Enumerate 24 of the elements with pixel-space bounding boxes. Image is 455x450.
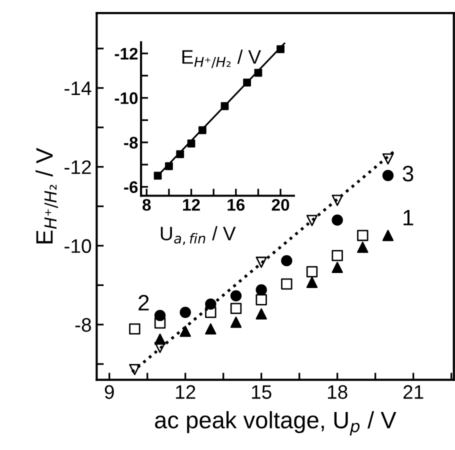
y-axis-title: E$_{H⁺/H₂}$ / V	[36, 148, 58, 244]
series-label: 1	[404, 210, 414, 226]
y-tick-label: -12	[64, 160, 91, 174]
x-tick-label: 12	[183, 198, 200, 211]
x-tick-label: 20	[272, 198, 290, 211]
x-tick-label: 8	[142, 198, 151, 211]
chart-title: E$_{H⁺/H₂}$ / V	[182, 50, 262, 68]
x-tick-label: 15	[252, 385, 272, 399]
x-tick-label: 18	[328, 385, 348, 399]
x-tick-label: 12	[176, 385, 196, 399]
x-tick-label: 16	[228, 198, 245, 211]
y-tick-label: -8	[75, 318, 91, 332]
y-tick-label: -6	[124, 181, 138, 194]
series-label: 3	[402, 166, 414, 182]
y-tick-label: -8	[124, 136, 138, 149]
y-tick-label: -10	[114, 92, 138, 104]
x-tick-label: 9	[104, 385, 114, 399]
y-tick-label: -10	[64, 239, 92, 253]
x-tick-label: 21	[403, 385, 424, 399]
series-label: 2	[138, 294, 149, 310]
y-tick-label: -12	[114, 48, 138, 60]
x-axis-title: ac peak voltage, U$_{p}$ / V	[155, 411, 396, 436]
x-axis-title: U$_{a,fin}$ / V	[160, 226, 236, 245]
y-tick-label: -14	[64, 82, 92, 96]
